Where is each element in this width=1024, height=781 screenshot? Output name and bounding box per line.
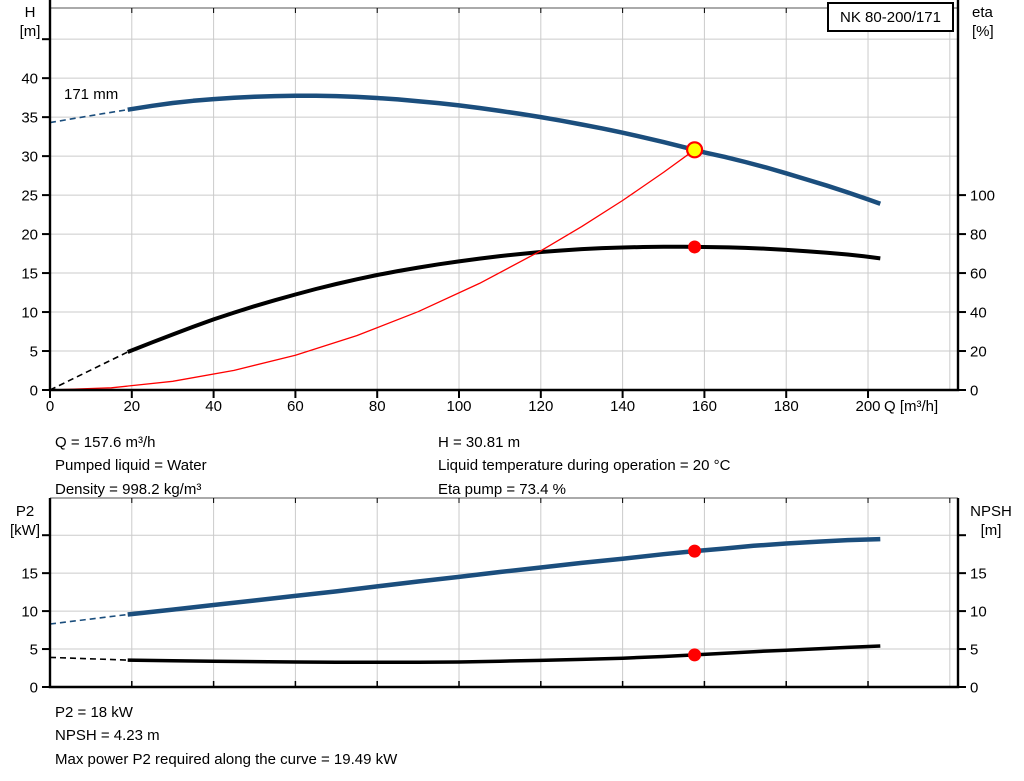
tick-label: 25 <box>21 188 38 205</box>
system-curve <box>49 149 695 391</box>
tick-label: 60 <box>287 398 304 415</box>
tick-label: 0 <box>30 383 38 400</box>
axis-title-line: [m] <box>980 522 1002 539</box>
tick-label: 140 <box>610 398 635 415</box>
axis-title-line: [%] <box>972 23 994 40</box>
y-right-axis-title-bottom: NPSH [m] <box>960 502 1022 540</box>
info-line-npsh: NPSH = 4.23 m <box>55 727 160 745</box>
axis-title-line: P2 <box>15 503 35 520</box>
y-left-axis-title-top: H [m] <box>10 3 50 41</box>
operating-point-info-power: P2 = 18 kW NPSH = 4.23 m Max power P2 re… <box>55 701 397 771</box>
axis-title-line: eta <box>972 4 993 21</box>
operating-point-info-right: H = 30.81 m Liquid temperature during op… <box>438 431 730 501</box>
tick-label: 100 <box>970 188 995 205</box>
tick-label: 15 <box>21 266 38 283</box>
tick-label: 40 <box>205 398 222 415</box>
npsh-curve-extrapolated <box>49 656 128 661</box>
tick-label: 10 <box>21 604 38 621</box>
operating-point-info-left: Q = 157.6 m³/h Pumped liquid = Water Den… <box>55 431 207 501</box>
info-line-h: H = 30.81 m <box>438 434 521 451</box>
tick-label: 15 <box>970 566 987 583</box>
info-line-eta: Eta pump = 73.4 % <box>438 480 566 498</box>
duty-point[interactable] <box>685 141 704 159</box>
tick-label: 5 <box>970 642 978 659</box>
y-left-axis-title-bottom: P2 [kW] <box>2 502 48 540</box>
tick-label: 60 <box>970 266 987 283</box>
tick-label: 200 <box>856 398 881 415</box>
axis-title-line: [kW] <box>10 522 40 539</box>
info-line-density: Density = 998.2 kg/m³ <box>55 480 202 498</box>
axis-title-line: H <box>24 4 36 21</box>
power-npsh-chart: 0 5 10 15 0 5 10 15 <box>21 497 987 697</box>
tick-label: 0 <box>46 398 54 415</box>
p2-point <box>688 544 702 558</box>
axis-title-line: NPSH <box>970 503 1012 520</box>
efficiency-curve-extrapolated <box>49 351 129 391</box>
npsh-curve <box>127 644 881 665</box>
tick-label: 20 <box>21 227 38 244</box>
axis-title-line: [m] <box>19 23 41 40</box>
tick-label: 0 <box>970 680 978 697</box>
tick-label: 5 <box>30 344 38 361</box>
tick-label: 80 <box>970 227 987 244</box>
y-right-axis-title-top: eta [%] <box>972 3 994 41</box>
tick-label: 20 <box>123 398 140 415</box>
pump-curve-171mm <box>127 93 882 206</box>
tick-label: 0 <box>30 680 38 697</box>
tick-label: 180 <box>774 398 799 415</box>
tick-label: 40 <box>21 71 38 88</box>
p2-curve <box>127 536 881 617</box>
npsh-point <box>688 648 702 662</box>
impeller-diameter-label: 171 mm <box>64 86 119 103</box>
info-line-liquid: Pumped liquid = Water <box>55 457 207 475</box>
pump-name-box: NK 80-200/171 <box>827 2 954 32</box>
x-axis-title: Q [m³/h] <box>884 398 939 415</box>
tick-label: 120 <box>528 398 553 415</box>
tick-label: 5 <box>30 642 38 659</box>
p2-curve-extrapolated <box>49 613 128 625</box>
tick-label: 15 <box>21 566 38 583</box>
info-line-maxpower: Max power P2 required along the curve = … <box>55 750 398 768</box>
tick-label: 30 <box>21 149 38 166</box>
efficiency-point <box>688 240 702 254</box>
pump-curve-171mm-extrapolated <box>49 108 128 124</box>
efficiency-curve <box>126 244 881 354</box>
head-efficiency-chart: 0 20 40 60 80 100 120 140 160 180 2000510152025303… <box>21 0 995 415</box>
info-line-q: Q = 157.6 m³/h <box>55 434 156 451</box>
tick-label: 10 <box>970 604 987 621</box>
tick-label: 20 <box>970 344 987 361</box>
tick-label: 10 <box>21 305 38 322</box>
info-line-p2: P2 = 18 kW <box>55 704 133 721</box>
tick-label: 35 <box>21 110 38 127</box>
pump-name-label: NK 80-200/171 <box>840 8 941 26</box>
tick-label: 40 <box>970 305 987 322</box>
info-line-temperature: Liquid temperature during operation = 20… <box>438 457 731 475</box>
tick-label: 80 <box>369 398 386 415</box>
tick-label: 0 <box>970 383 978 400</box>
tick-label: 100 <box>446 398 471 415</box>
tick-label: 160 <box>692 398 717 415</box>
